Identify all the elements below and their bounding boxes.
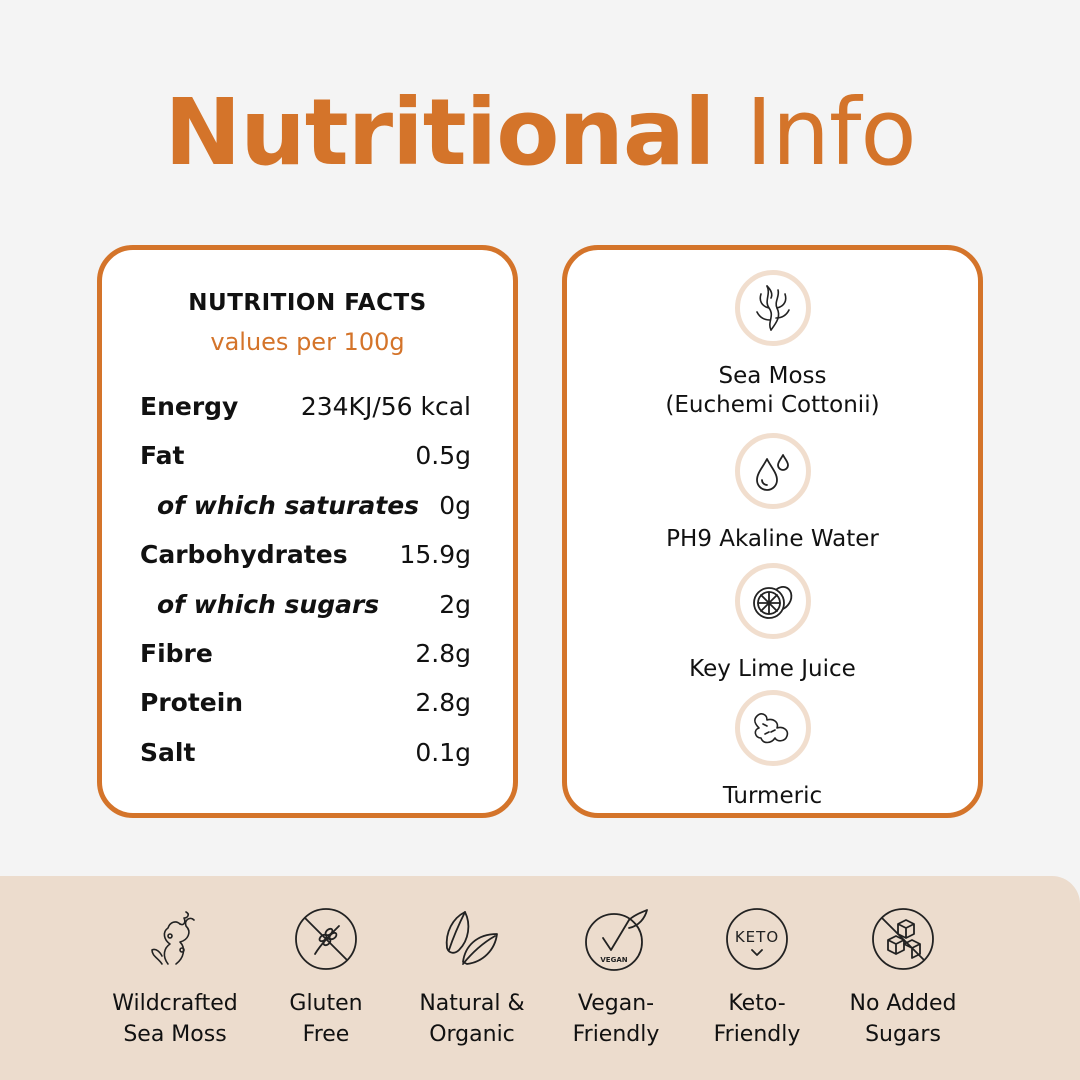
badge-label-line2: Sea Moss <box>123 1022 227 1047</box>
ingredient-label: PH9 Akaline Water <box>567 525 978 554</box>
nutrient-name: of which sugars <box>157 589 380 619</box>
nutrient-name: Energy <box>140 392 239 421</box>
ingredient-label: Sea Moss (Euchemi Cottonii) <box>567 362 978 420</box>
badge-label: Gluten Free <box>251 988 401 1050</box>
badge-label: No Added Sugars <box>828 988 978 1050</box>
ingredient-name: Turmeric <box>722 783 823 809</box>
nutrition-row-salt: Salt 0.1g <box>140 738 471 787</box>
ingredient-label: Key Lime Juice <box>567 655 978 684</box>
ingredient-label: Turmeric <box>567 782 978 811</box>
no-sugar-cubes-icon <box>872 908 934 970</box>
badge-label-line2: Organic <box>429 1022 515 1047</box>
lime-icon <box>734 563 811 639</box>
svg-text:VEGAN: VEGAN <box>600 956 627 964</box>
badge-label-line2: Friendly <box>713 1022 801 1047</box>
nutrition-row-fibre: Fibre 2.8g <box>140 639 471 688</box>
nutrition-facts-subheading: values per 100g <box>210 328 405 356</box>
nutrition-facts-card: NUTRITION FACTS values per 100g Energy 2… <box>97 245 518 818</box>
nutrition-table: Energy 234KJ/56 kcal Fat 0.5g of which s… <box>140 392 471 787</box>
nutrition-row-sugars: of which sugars 2g <box>140 590 471 639</box>
badge-vegan-friendly: VEGAN Vegan- Friendly <box>541 904 691 1050</box>
leaves-icon <box>445 911 498 965</box>
ingredient-detail: (Euchemi Cottonii) <box>665 392 880 418</box>
nutrient-value: 2g <box>439 589 471 619</box>
seaweed-icon <box>734 270 811 346</box>
vegan-badge-icon: VEGAN <box>585 909 648 971</box>
water-drops-icon <box>734 433 811 509</box>
badge-wildcrafted-sea-moss: Wildcrafted Sea Moss <box>100 904 250 1050</box>
nutrient-name: Fat <box>140 441 185 471</box>
nutrition-row-carbohydrates: Carbohydrates 15.9g <box>140 540 471 589</box>
badge-label-line1: Vegan- <box>577 991 655 1016</box>
nutrition-row-energy: Energy 234KJ/56 kcal <box>140 392 471 441</box>
badge-keto-friendly: KETO Keto- Friendly <box>682 904 832 1050</box>
ingredient-name: PH9 Akaline Water <box>666 526 879 552</box>
nutrient-value: 234KJ/56 kcal <box>300 392 471 421</box>
badge-label-line1: Natural & <box>419 991 525 1016</box>
nutrient-name: Protein <box>140 688 244 718</box>
nutrient-value: 2.8g <box>415 688 471 718</box>
badge-natural-organic: Natural & Organic <box>397 904 547 1050</box>
badge-label-line1: Gluten <box>289 991 363 1016</box>
features-band: Wildcrafted Sea Moss Gluten Free Natural… <box>0 876 1080 1080</box>
title-light-word: Info <box>745 79 917 186</box>
badge-label-line1: Wildcrafted <box>112 991 238 1016</box>
ingredient-name: Key Lime Juice <box>689 656 856 682</box>
nutrition-facts-heading: NUTRITION FACTS <box>188 290 427 316</box>
ingredient-name: Sea Moss <box>718 363 827 389</box>
nutrient-name: Carbohydrates <box>140 540 348 570</box>
page-title: Nutritional Info <box>0 82 1080 183</box>
nutrition-row-saturates: of which saturates 0g <box>140 491 471 540</box>
badge-label-line2: Sugars <box>865 1022 941 1047</box>
ingredient-water: PH9 Akaline Water <box>567 433 978 554</box>
badge-label-line1: No Added <box>849 991 957 1016</box>
title-bold-word: Nutritional <box>164 79 715 186</box>
badge-label: Natural & Organic <box>397 988 547 1050</box>
nutrient-value: 0.5g <box>415 441 471 471</box>
nutrient-value: 2.8g <box>415 638 471 668</box>
badge-label-line2: Friendly <box>572 1022 660 1047</box>
keto-badge-icon: KETO <box>726 908 788 970</box>
badge-label: Keto- Friendly <box>682 988 832 1050</box>
badge-no-added-sugars: No Added Sugars <box>828 904 978 1050</box>
nutrient-name: Fibre <box>140 638 213 668</box>
badge-label: Vegan- Friendly <box>541 988 691 1050</box>
no-gluten-icon <box>295 908 357 970</box>
nutrient-value: 15.9g <box>399 540 471 570</box>
badge-gluten-free: Gluten Free <box>251 904 401 1050</box>
badge-label-line1: Keto- <box>728 991 786 1016</box>
nutrition-row-fat: Fat 0.5g <box>140 441 471 490</box>
ingredients-card: Sea Moss (Euchemi Cottonii) PH9 Akaline … <box>562 245 983 818</box>
nutrient-value: 0g <box>439 490 471 520</box>
svg-text:KETO: KETO <box>735 928 779 946</box>
sea-moss-icon <box>151 911 195 965</box>
nutrient-value: 0.1g <box>415 737 471 767</box>
ingredient-turmeric: Turmeric <box>567 690 978 811</box>
badge-label: Wildcrafted Sea Moss <box>100 988 250 1050</box>
badge-label-line2: Free <box>302 1022 350 1047</box>
turmeric-root-icon <box>734 690 811 766</box>
nutrient-name: of which saturates <box>157 490 420 520</box>
ingredient-lime: Key Lime Juice <box>567 563 978 684</box>
nutrition-row-protein: Protein 2.8g <box>140 688 471 737</box>
ingredient-sea-moss: Sea Moss (Euchemi Cottonii) <box>567 270 978 420</box>
nutrient-name: Salt <box>140 737 196 767</box>
